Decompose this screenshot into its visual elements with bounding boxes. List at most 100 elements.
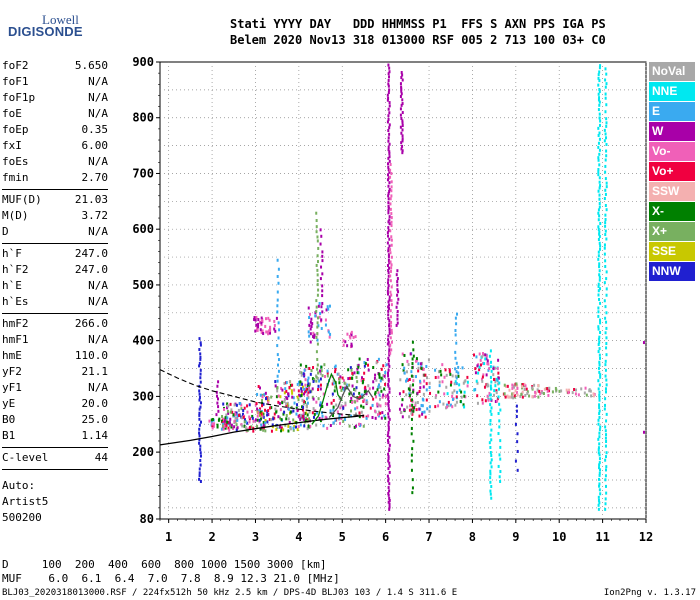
- echo-point: [354, 388, 357, 392]
- echo-point: [278, 402, 281, 406]
- echo-point: [329, 332, 332, 336]
- echo-point: [363, 398, 366, 402]
- echo-point: [386, 264, 389, 268]
- echo-point: [385, 363, 388, 367]
- echo-point: [387, 228, 390, 232]
- echo-point: [311, 322, 314, 326]
- echo-point: [503, 392, 506, 396]
- echo-point: [597, 503, 600, 507]
- echo-point: [604, 259, 607, 263]
- echo-point: [462, 403, 465, 407]
- echo-point: [387, 412, 390, 416]
- echo-point: [365, 416, 368, 420]
- echo-point: [410, 411, 413, 415]
- echo-point: [300, 394, 303, 398]
- echo-point: [227, 420, 230, 424]
- echo-point: [301, 405, 304, 409]
- echo-point: [257, 325, 260, 329]
- echo-point: [280, 426, 283, 430]
- echo-point: [377, 410, 380, 414]
- echo-point: [585, 393, 588, 397]
- echo-point: [198, 364, 201, 368]
- echo-point: [251, 409, 254, 413]
- echo-point: [598, 66, 601, 70]
- echo-point: [598, 461, 601, 465]
- echo-point: [441, 380, 444, 384]
- echo-point: [599, 425, 602, 429]
- echo-point: [315, 379, 318, 383]
- echo-point: [515, 404, 518, 408]
- echo-point: [514, 389, 517, 393]
- echo-point: [388, 319, 391, 323]
- echo-point: [321, 414, 324, 418]
- param-name: foF1p: [2, 91, 36, 104]
- echo-point: [381, 395, 384, 399]
- echo-point: [598, 148, 601, 152]
- echo-point: [605, 455, 607, 459]
- echo-point: [401, 137, 404, 141]
- echo-point: [309, 390, 312, 394]
- echo-point: [387, 305, 390, 309]
- echo-point: [486, 384, 489, 388]
- echo-point: [503, 383, 506, 387]
- echo-point: [387, 145, 390, 149]
- echo-point: [486, 359, 489, 363]
- echo-point: [604, 359, 607, 363]
- echo-point: [216, 423, 219, 427]
- echo-point: [387, 156, 390, 160]
- echo-point: [274, 329, 277, 333]
- echo-point: [388, 266, 391, 270]
- legend-entry: Vo-: [649, 142, 695, 161]
- echo-point: [282, 412, 285, 416]
- echo-point: [422, 385, 425, 389]
- echo-point: [199, 454, 202, 458]
- echo-point: [390, 194, 393, 198]
- echo-point: [446, 405, 449, 409]
- echo-point: [315, 400, 318, 404]
- echo-point: [396, 277, 399, 281]
- echo-point: [226, 420, 229, 424]
- echo-point: [412, 348, 415, 352]
- echo-point: [414, 401, 417, 405]
- echo-point: [425, 364, 428, 368]
- param-name: h`Es: [2, 295, 29, 308]
- echo-point: [360, 410, 363, 414]
- echo-point: [231, 410, 234, 414]
- echo-point: [511, 383, 514, 387]
- echo-point: [425, 388, 428, 392]
- echo-point: [521, 383, 524, 387]
- echo-point: [374, 416, 377, 420]
- echo-point: [224, 426, 227, 430]
- echo-point: [215, 390, 218, 394]
- echo-point: [378, 383, 381, 387]
- echo-point: [598, 403, 601, 407]
- echo-point: [287, 405, 290, 409]
- echo-point: [489, 469, 492, 473]
- echo-point: [605, 277, 608, 281]
- echo-point: [389, 260, 392, 264]
- echo-point: [374, 390, 377, 394]
- echo-point: [390, 263, 393, 267]
- echo-point: [599, 64, 602, 68]
- echo-point: [388, 417, 391, 421]
- echo-point: [317, 371, 320, 375]
- echo-point: [513, 394, 516, 398]
- param-row: foEs N/A: [2, 154, 108, 170]
- echo-point: [352, 392, 355, 396]
- echo-point: [279, 416, 282, 420]
- param-value: 5.650: [74, 59, 108, 72]
- echo-point: [355, 375, 358, 379]
- echo-point: [198, 471, 201, 475]
- param-value: 266.0: [74, 317, 108, 330]
- echo-point: [605, 326, 608, 330]
- echo-point: [316, 316, 319, 320]
- echo-point: [259, 328, 262, 332]
- echo-point: [199, 444, 202, 448]
- file-info-footer: BLJ03_2020318013000.RSF / 224fx512h 50 k…: [2, 588, 458, 598]
- echo-point: [419, 362, 422, 366]
- echo-point: [401, 98, 404, 102]
- echo-point: [597, 257, 600, 261]
- echo-point: [296, 408, 299, 412]
- echo-point: [321, 272, 324, 276]
- echo-point: [334, 364, 337, 368]
